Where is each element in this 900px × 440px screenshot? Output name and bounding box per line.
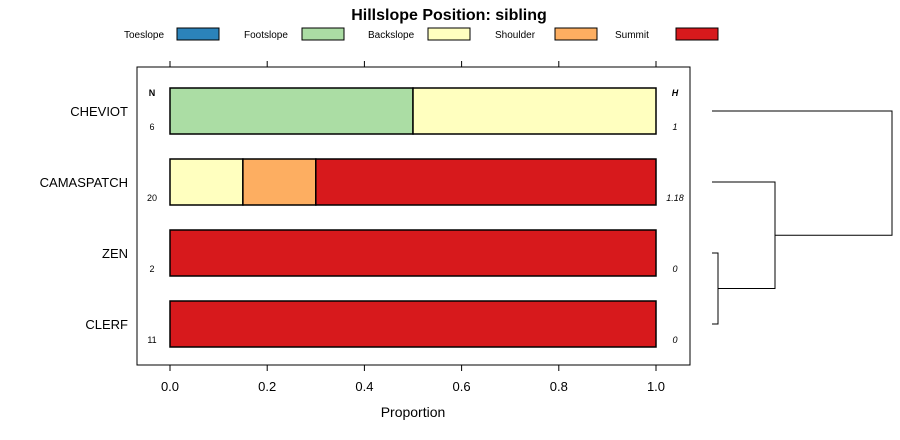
- n-value-camaspatch: 20: [147, 193, 157, 203]
- n-value-clerf: 11: [147, 335, 156, 345]
- category-label-camaspatch: CAMASPATCH: [40, 175, 128, 190]
- h-value-zen: 0: [672, 264, 677, 274]
- bar-camaspatch-shoulder: [242, 158, 317, 206]
- bars: [169, 87, 657, 348]
- legend-swatch-backslope: [427, 27, 471, 41]
- legend-label-backslope: Backslope: [368, 30, 415, 41]
- legend-label-toeslope: Toeslope: [124, 30, 164, 41]
- x-tick-label-0-8: 0.8: [550, 379, 568, 394]
- x-tick-label-1-0: 1.0: [647, 379, 665, 394]
- n-header: N: [149, 88, 156, 98]
- category-label-clerf: CLERF: [85, 317, 128, 332]
- legend-label-footslope: Footslope: [244, 30, 288, 41]
- legend-swatch-footslope: [301, 27, 345, 41]
- h-value-camaspatch: 1.18: [666, 193, 684, 203]
- x-axis: 0.0 0.2 0.4 0.6 0.8 1.0: [161, 61, 665, 394]
- bar-zen-summit: [169, 229, 657, 277]
- x-tick-label-0-0: 0.0: [161, 379, 179, 394]
- dendrogram-link-1: [712, 252, 719, 325]
- x-axis-label: Proportion: [381, 404, 446, 420]
- dendrogram: [712, 110, 893, 325]
- legend-label-summit: Summit: [615, 30, 649, 41]
- dendrogram-link-2: [712, 181, 776, 289]
- bar-camaspatch-backslope: [169, 158, 244, 206]
- legend-swatch-toeslope: [176, 27, 220, 41]
- x-tick-label-0-4: 0.4: [355, 379, 373, 394]
- chart-title: Hillslope Position: sibling: [351, 7, 547, 24]
- legend-swatch-summit: [675, 27, 719, 41]
- bar-clerf-summit: [169, 300, 657, 348]
- bar-camaspatch-summit: [315, 158, 657, 206]
- n-value-cheviot: 6: [149, 122, 154, 132]
- h-header: H: [672, 88, 679, 98]
- bar-cheviot-backslope: [412, 87, 657, 135]
- n-value-zen: 2: [149, 264, 154, 274]
- h-value-clerf: 0: [672, 335, 677, 345]
- legend: Toeslope Footslope Backslope Shoulder Summit: [124, 27, 719, 41]
- category-label-cheviot: CHEVIOT: [70, 104, 128, 119]
- legend-swatch-shoulder: [554, 27, 598, 41]
- x-tick-label-0-6: 0.6: [453, 379, 471, 394]
- legend-label-shoulder: Shoulder: [495, 30, 536, 41]
- bar-cheviot-footslope: [169, 87, 414, 135]
- annotations: N H6 120 1.182 011 0: [147, 88, 684, 345]
- plot-frame: [136, 66, 691, 366]
- x-tick-label-0-2: 0.2: [258, 379, 276, 394]
- category-labels: CHEVIOT CAMASPATCH ZEN CLERF: [40, 104, 128, 332]
- category-label-zen: ZEN: [102, 246, 128, 261]
- h-value-cheviot: 1: [672, 122, 677, 132]
- dendrogram-link-3: [712, 110, 893, 236]
